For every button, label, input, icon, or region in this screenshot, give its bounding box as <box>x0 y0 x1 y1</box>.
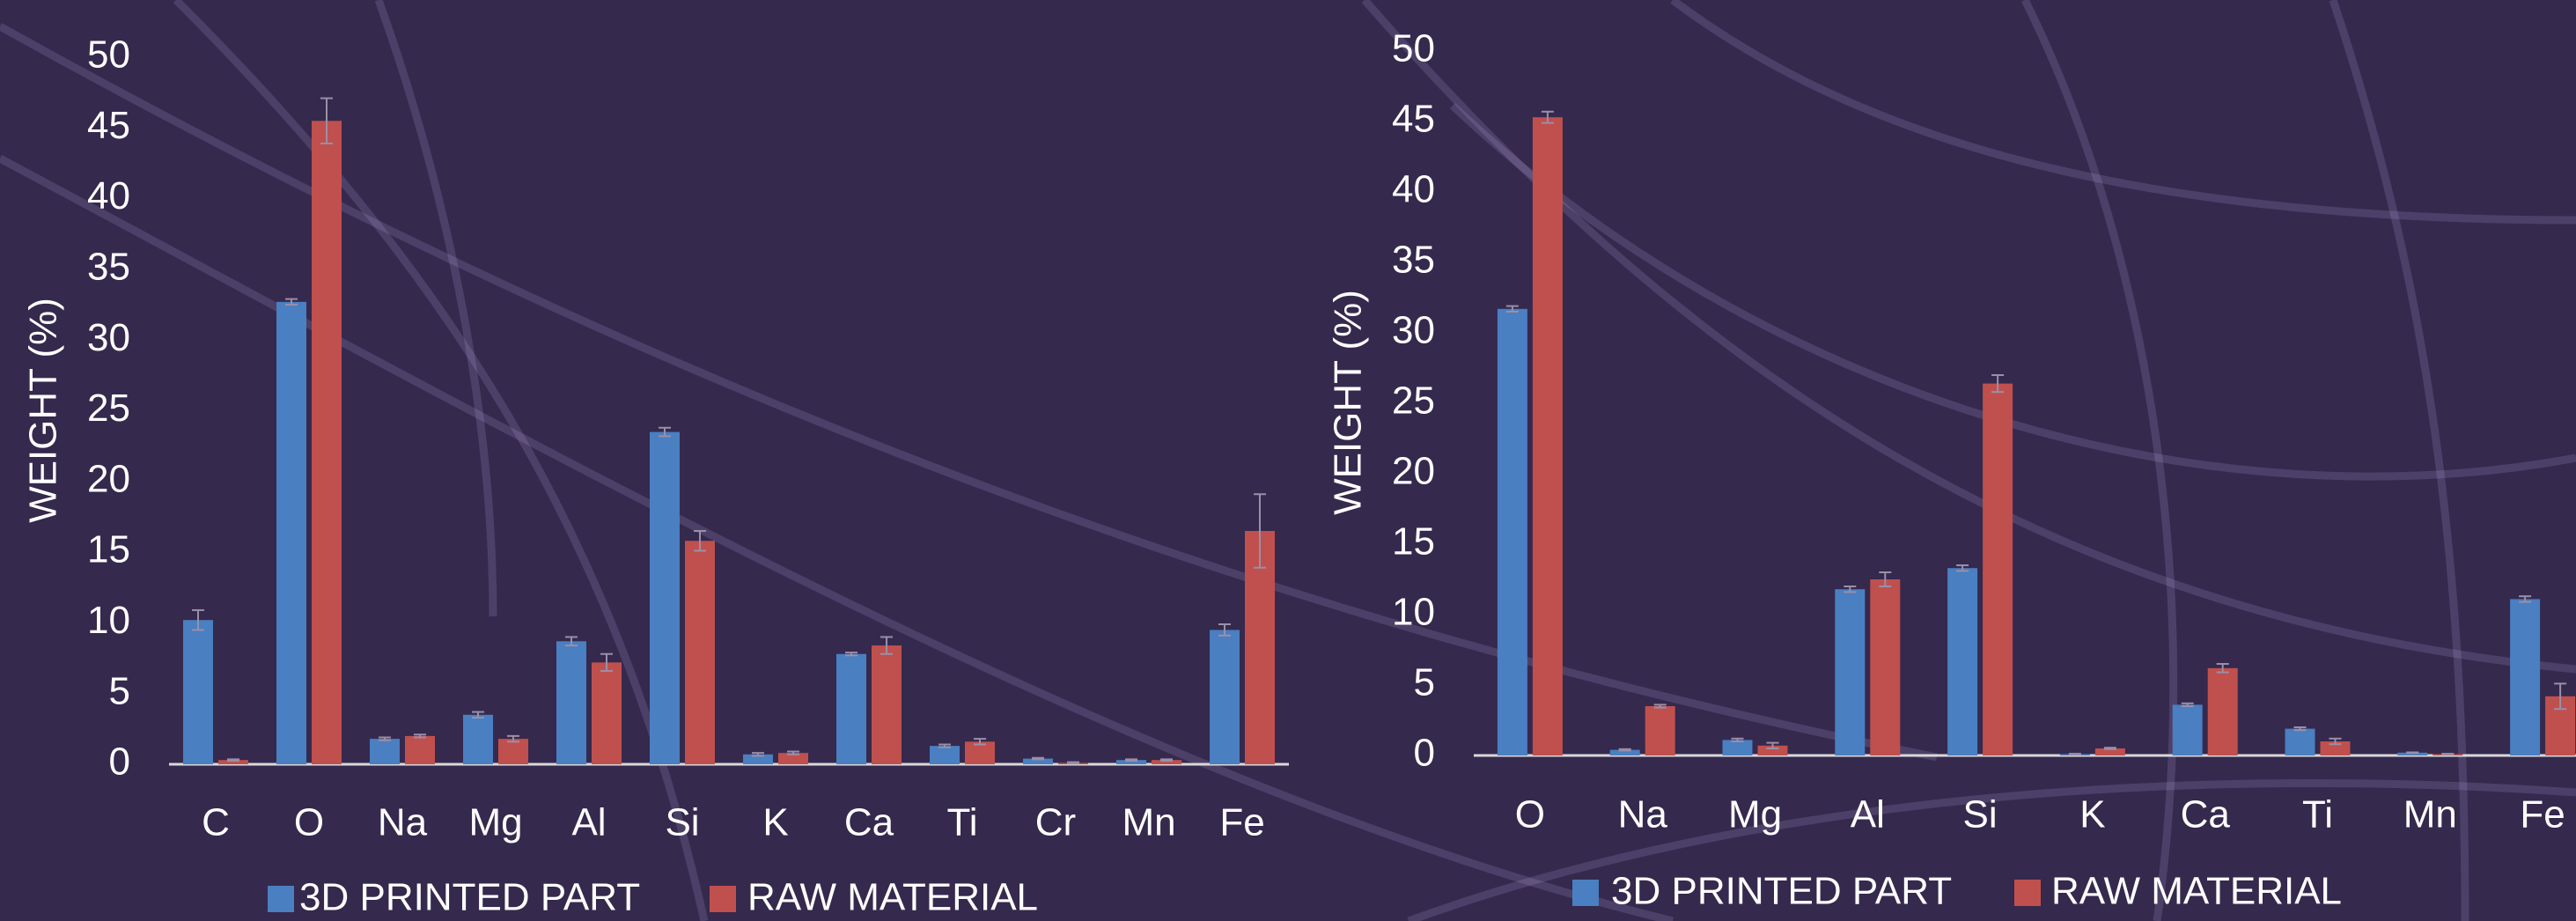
y-tick-label: 40 <box>1392 168 1435 211</box>
legend-swatch <box>710 886 736 912</box>
y-tick-label: 45 <box>1392 98 1435 141</box>
bar <box>650 432 680 764</box>
bar <box>405 736 435 764</box>
bar <box>836 654 866 764</box>
x-tick-label: Mg <box>468 801 522 844</box>
y-tick-label: 10 <box>87 599 130 642</box>
y-tick-label: 5 <box>109 669 130 712</box>
y-tick-label: 50 <box>1392 27 1435 70</box>
y-axis-label: WEIGHT (%) <box>22 298 65 523</box>
x-tick-label: Mn <box>2403 793 2457 836</box>
y-tick-label: 15 <box>87 528 130 571</box>
bar <box>183 620 213 764</box>
y-tick-label: 35 <box>87 246 130 289</box>
x-tick-label: Ca <box>2181 793 2231 836</box>
error-bar <box>1619 749 1631 751</box>
x-tick-label: Si <box>665 801 699 844</box>
error-bar <box>2104 748 2116 749</box>
error-bar <box>227 759 239 761</box>
x-tick-label: Na <box>378 801 428 844</box>
x-tick-label: K <box>762 801 788 844</box>
bar <box>2208 668 2238 755</box>
x-tick-label: Al <box>1851 793 1885 836</box>
error-bar <box>1032 758 1044 760</box>
legend-swatch <box>268 886 294 912</box>
y-tick-label: 50 <box>87 33 130 77</box>
bar <box>1723 740 1753 755</box>
bar <box>312 121 342 764</box>
x-tick-label: C <box>202 801 230 844</box>
bar <box>1645 706 1675 755</box>
x-tick-label: Ti <box>946 801 977 844</box>
x-tick-label: Fe <box>1219 801 1264 844</box>
x-tick-label: Ti <box>2302 793 2333 836</box>
y-tick-label: 30 <box>87 316 130 359</box>
bar <box>2510 599 2540 755</box>
bar <box>1870 579 1900 755</box>
bar <box>276 302 306 764</box>
y-tick-label: 10 <box>1392 591 1435 634</box>
y-tick-label: 5 <box>1414 661 1435 704</box>
bar <box>556 641 586 764</box>
y-tick-label: 0 <box>109 740 130 784</box>
y-tick-label: 25 <box>1392 379 1435 423</box>
y-tick-label: 25 <box>87 387 130 430</box>
legend-label: RAW MATERIAL <box>2051 870 2342 913</box>
x-tick-label: O <box>294 801 324 844</box>
error-bar <box>2406 752 2418 753</box>
x-tick-label: Al <box>571 801 606 844</box>
bar <box>463 715 493 764</box>
bar <box>370 739 400 764</box>
bar <box>1210 630 1240 764</box>
error-bar <box>2069 754 2081 755</box>
y-tick-label: 20 <box>1392 450 1435 493</box>
figure: 05101520253035404550WEIGHT (%)CONaMgAlSi… <box>0 0 2576 921</box>
x-tick-label: O <box>1515 793 1545 836</box>
error-bar <box>2441 754 2454 755</box>
x-tick-label: Mg <box>1728 793 1782 836</box>
y-tick-label: 0 <box>1414 732 1435 775</box>
legend-swatch <box>1572 880 1599 906</box>
bar <box>872 645 902 764</box>
x-tick-label: Na <box>1618 793 1668 836</box>
legend-label: RAW MATERIAL <box>747 876 1038 919</box>
x-tick-label: Ca <box>844 801 894 844</box>
y-tick-label: 40 <box>87 174 130 217</box>
bar <box>592 662 622 764</box>
bar <box>1947 568 1977 755</box>
bar <box>1533 117 1563 755</box>
bar <box>498 739 528 764</box>
y-tick-label: 30 <box>1392 309 1435 352</box>
y-tick-label: 20 <box>87 457 130 500</box>
x-tick-label: Fe <box>2520 793 2565 836</box>
x-tick-label: Si <box>1963 793 1998 836</box>
bar <box>2173 704 2203 755</box>
y-tick-label: 15 <box>1392 520 1435 564</box>
bar <box>930 746 960 764</box>
error-bar <box>1067 763 1079 764</box>
legend-label: 3D PRINTED PART <box>299 876 640 919</box>
legend-label: 3D PRINTED PART <box>1611 870 1952 913</box>
y-axis-label: WEIGHT (%) <box>1327 290 1370 515</box>
legend-swatch <box>2014 880 2041 906</box>
error-bar <box>1125 759 1137 761</box>
error-bar <box>1160 759 1173 761</box>
bar <box>1983 384 2013 755</box>
bar <box>1835 589 1865 755</box>
y-tick-label: 35 <box>1392 239 1435 282</box>
bar <box>2285 729 2315 755</box>
x-tick-label: K <box>2079 793 2105 836</box>
page: 05101520253035404550WEIGHT (%)CONaMgAlSi… <box>0 0 2576 921</box>
x-tick-label: Cr <box>1035 801 1076 844</box>
bar <box>1498 309 1527 755</box>
bar <box>685 541 715 764</box>
y-tick-label: 45 <box>87 104 130 147</box>
x-tick-label: Mn <box>1122 801 1175 844</box>
